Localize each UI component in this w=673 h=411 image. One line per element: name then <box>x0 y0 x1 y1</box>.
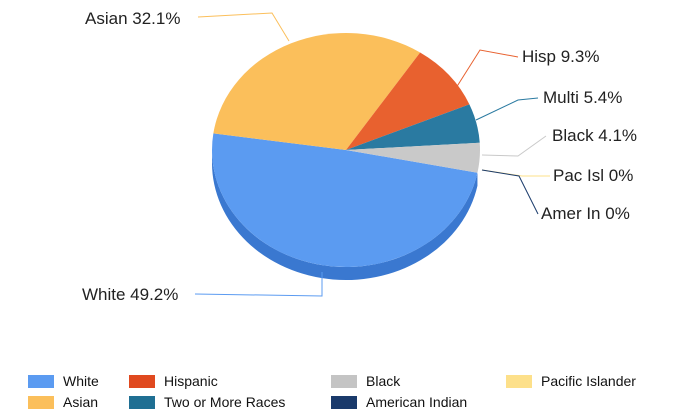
legend-item-black[interactable]: Black <box>331 372 400 390</box>
legend-label-white: White <box>63 373 99 389</box>
legend-swatch-black <box>331 374 357 388</box>
legend-swatch-white <box>28 374 54 388</box>
pie-labels: White 49.2% Asian 32.1% Hisp 9.3% Multi 5.4… <box>82 9 637 304</box>
data-label-black: Black 4.1% <box>552 126 637 145</box>
data-label-hispanic: Hisp 9.3% <box>522 47 599 66</box>
legend-swatch-pacific-islander <box>506 374 532 388</box>
legend-item-hispanic[interactable]: Hispanic <box>129 372 218 390</box>
leader-line-white <box>194 272 323 297</box>
legend-item-pacific-islander[interactable]: Pacific Islander <box>506 372 636 390</box>
legend-item-white[interactable]: White <box>28 372 99 390</box>
data-label-american-indian: Amer In 0% <box>541 204 630 223</box>
pie-top <box>211 33 480 268</box>
legend-swatch-american-indian <box>331 395 357 409</box>
data-label-pacific-islander: Pac Isl 0% <box>553 166 633 185</box>
legend-label-pacific-islander: Pacific Islander <box>541 373 636 389</box>
pie-slice-two-or-more-races[interactable] <box>346 104 480 150</box>
pie-slice-asian[interactable] <box>213 33 421 150</box>
data-label-white: White 49.2% <box>82 285 178 304</box>
leader-line-two-or-more-races <box>475 97 539 121</box>
pie-slice-black[interactable] <box>346 142 480 173</box>
legend-label-hispanic: Hispanic <box>164 373 218 389</box>
chart-legend: White Hispanic Black Pacific Islander As… <box>28 372 668 410</box>
leader-line-asian <box>197 12 290 42</box>
legend-swatch-asian <box>28 395 54 409</box>
legend-label-black: Black <box>366 373 401 389</box>
leader-line-hispanic <box>455 49 519 89</box>
legend-swatch-hispanic <box>129 374 155 388</box>
pie-slice-white[interactable] <box>211 133 478 268</box>
leader-line-black <box>481 135 547 157</box>
legend-item-american-indian[interactable]: American Indian <box>331 393 467 411</box>
data-label-asian: Asian 32.1% <box>85 9 180 28</box>
pie-slice-hispanic[interactable] <box>346 52 470 150</box>
leader-line-american-indian <box>481 169 539 215</box>
legend-item-asian[interactable]: Asian <box>28 393 98 411</box>
legend-label-asian: Asian <box>63 394 99 410</box>
legend-label-american-indian: American Indian <box>366 394 468 410</box>
legend-swatch-two-or-more-races <box>129 395 155 409</box>
legend-item-two-or-more-races[interactable]: Two or More Races <box>129 393 285 411</box>
legend-label-two-or-more-races: Two or More Races <box>164 394 286 410</box>
data-label-two-or-more-races: Multi 5.4% <box>543 88 622 107</box>
